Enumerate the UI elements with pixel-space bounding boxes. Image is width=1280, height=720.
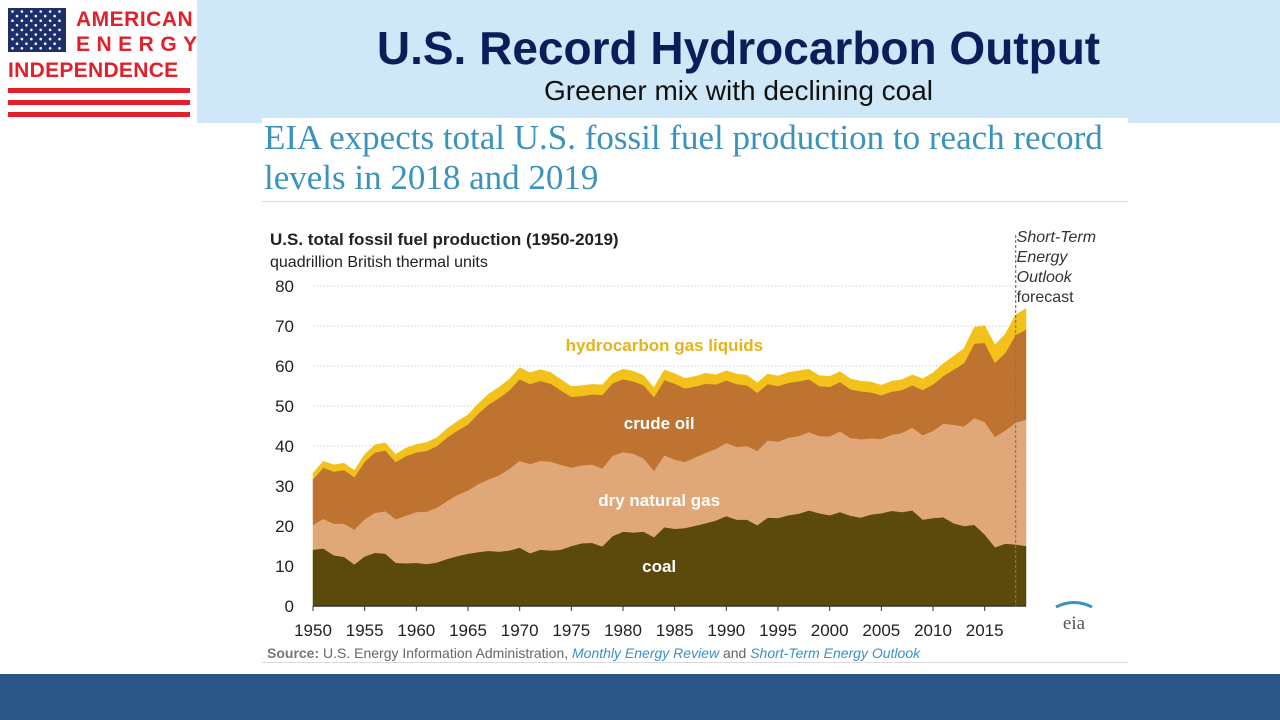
x-tick-label: 1985 <box>656 621 694 640</box>
logo-line-1: AMERICAN <box>76 8 194 31</box>
y-tick-label: 0 <box>285 597 294 616</box>
x-tick-label: 1960 <box>397 621 435 640</box>
chart-source: Source: U.S. Energy Information Administ… <box>267 645 920 661</box>
source-link-short-term-energy-outlook[interactable]: Short-Term Energy Outlook <box>750 645 921 661</box>
forecast-label-line: Energy <box>1017 249 1069 266</box>
y-tick-label: 20 <box>275 517 294 536</box>
forecast-label-line: Short-Term <box>1017 229 1096 246</box>
x-tick-label: 1980 <box>604 621 642 640</box>
x-tick-label: 1955 <box>346 621 384 640</box>
x-tick-label: 1975 <box>552 621 590 640</box>
x-tick-label: 1950 <box>294 621 332 640</box>
us-flag-icon <box>8 8 66 52</box>
logo-american-energy-independence: AMERICAN ENERGY INDEPENDENCE <box>8 8 197 123</box>
eia-logo: eia <box>1063 613 1086 634</box>
logo-stripe <box>8 112 190 117</box>
x-tick-label: 2005 <box>862 621 900 640</box>
area-label-hydrocarbon-gas-liquids: hydrocarbon gas liquids <box>566 336 763 355</box>
eia-logo-arc-icon <box>1055 601 1093 609</box>
slide-subtitle: Greener mix with declining coal <box>543 75 934 106</box>
x-tick-label: 1965 <box>449 621 487 640</box>
area-label-dry-natural-gas: dry natural gas <box>598 491 720 510</box>
forecast-label-suffix: forecast <box>1017 289 1074 306</box>
y-tick-label: 30 <box>275 477 294 496</box>
source-label: Source: <box>267 645 320 661</box>
footer-band <box>0 674 1280 720</box>
slide-title: U.S. Record Hydrocarbon Output <box>376 22 1101 74</box>
chart-title: U.S. total fossil fuel production (1950-… <box>270 230 619 249</box>
x-tick-label: 2015 <box>966 621 1004 640</box>
area-label-crude-oil: crude oil <box>624 414 695 433</box>
x-tick-label: 1990 <box>707 621 745 640</box>
chart-headline: EIA expects total U.S. fossil fuel produ… <box>264 118 1103 197</box>
source-and: and <box>722 645 747 661</box>
source-link-monthly-energy-review[interactable]: Monthly Energy Review <box>572 645 720 661</box>
y-tick-label: 80 <box>275 277 294 296</box>
x-tick-label: 1995 <box>759 621 797 640</box>
area-hydrocarbon-gas-liquids <box>312 307 1027 480</box>
y-tick-label: 40 <box>275 437 294 456</box>
y-tick-label: 70 <box>275 317 294 336</box>
logo-stripe <box>8 88 190 93</box>
logo-stripe <box>8 100 190 105</box>
divider <box>262 662 1128 663</box>
y-tick-label: 10 <box>275 557 294 576</box>
header-band <box>197 0 1280 123</box>
divider <box>262 201 1128 202</box>
y-tick-label: 60 <box>275 357 294 376</box>
source-org: U.S. Energy Information Administration, <box>323 645 569 661</box>
x-tick-label: 2000 <box>811 621 849 640</box>
area-label-coal: coal <box>642 557 676 576</box>
forecast-label-line: Outlook <box>1017 269 1073 286</box>
y-tick-label: 50 <box>275 397 294 416</box>
fossil-fuel-production-chart: Short-Term Energy Outlook forecast U.S. tota… <box>270 229 1096 640</box>
logo-line-3: INDEPENDENCE <box>8 59 179 82</box>
x-tick-label: 1970 <box>501 621 539 640</box>
x-tick-label: 2010 <box>914 621 952 640</box>
y-axis-label: quadrillion British thermal units <box>270 254 488 271</box>
logo-line-2: ENERGY <box>76 33 204 56</box>
